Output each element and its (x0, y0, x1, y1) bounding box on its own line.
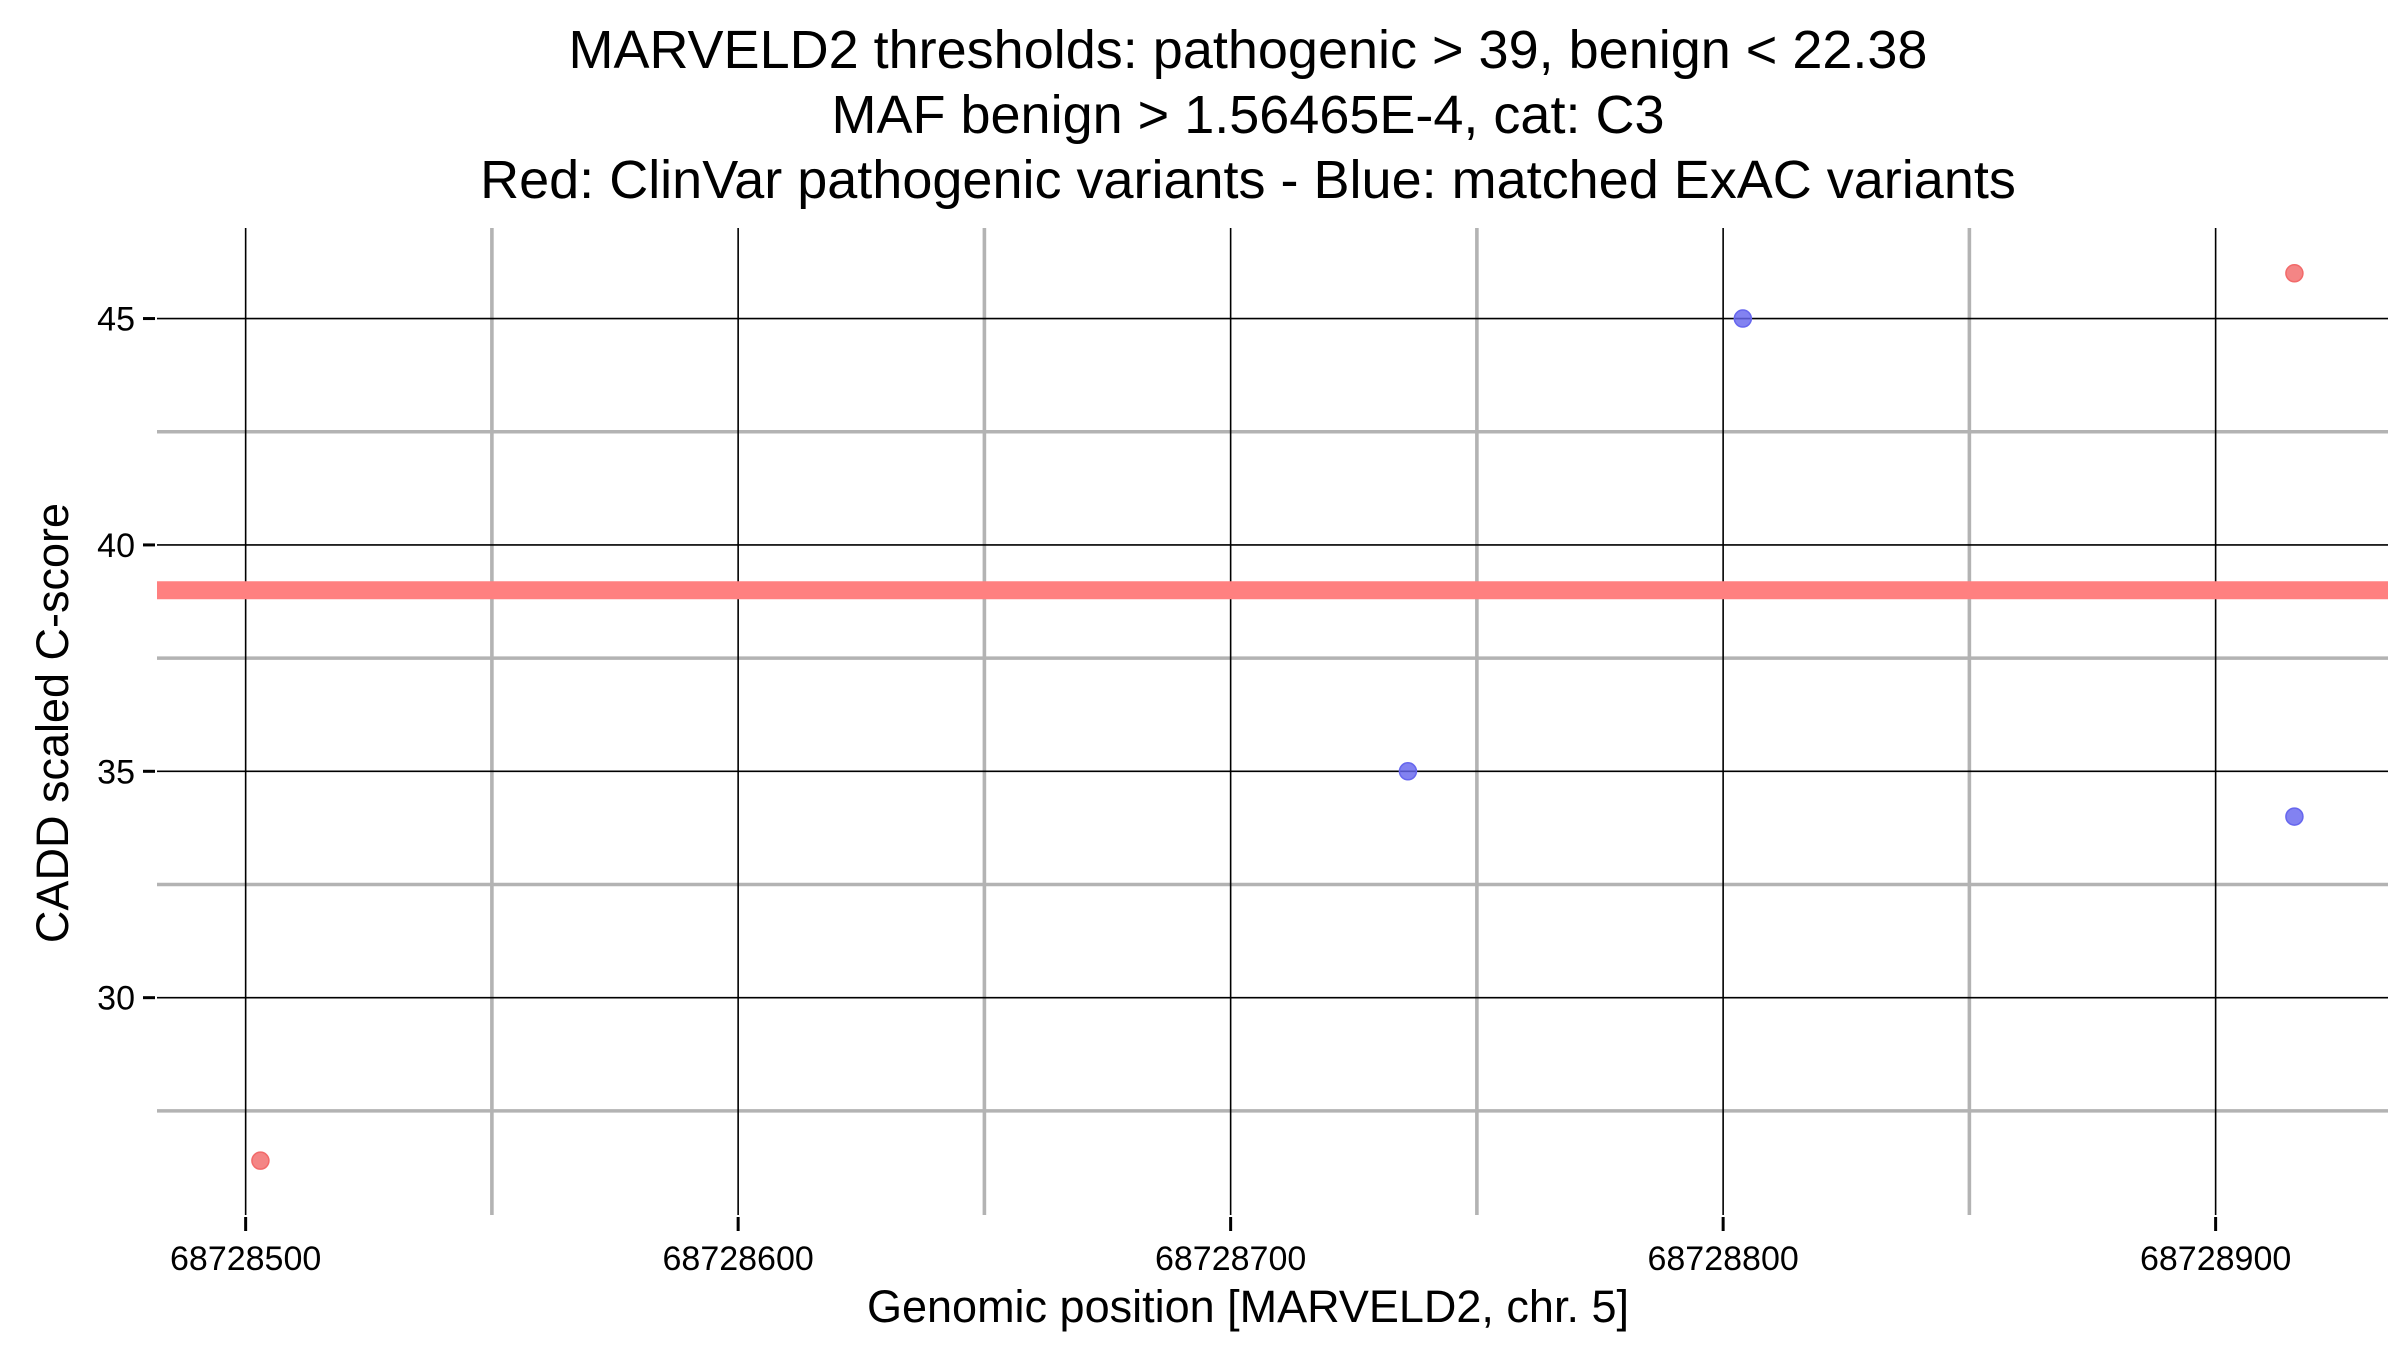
major-gridlines (157, 228, 2388, 1215)
x-tick-label-0: 68728500 (170, 1240, 321, 1278)
data-point-s1-1 (1733, 309, 1753, 328)
chart-title-line-2: MAF benign > 1.56465E-4, cat: C3 (832, 85, 1665, 145)
minor-gridlines (157, 228, 2388, 1215)
chart-title: MARVELD2 thresholds: pathogenic > 39, be… (480, 20, 2016, 210)
y-tick-label-3: 45 (97, 301, 135, 339)
y-tick-label-0: 30 (97, 980, 135, 1018)
y-tick-label-1: 35 (97, 753, 135, 791)
x-axis: 68728500 68728600 68728700 68728800 68728900 (170, 1217, 2291, 1278)
data-points (251, 264, 2304, 1170)
chart-title-line-3: Red: ClinVar pathogenic variants - Blue:… (480, 150, 2016, 210)
y-tick-label-2: 40 (97, 527, 135, 565)
data-point-s0-0 (251, 1151, 270, 1170)
y-axis-label: CADD scaled C-score (27, 503, 78, 943)
chart-title-line-1: MARVELD2 thresholds: pathogenic > 39, be… (569, 20, 1928, 80)
y-axis: 30 35 40 45 (97, 301, 155, 1018)
data-point-s1-2 (2285, 807, 2304, 826)
x-tick-label-1: 68728600 (663, 1240, 814, 1278)
x-axis-label: Genomic position [MARVELD2, chr. 5] (867, 1281, 1629, 1332)
data-point-s1-0 (1398, 762, 1418, 781)
data-point-s0-1 (2285, 264, 2304, 283)
x-tick-label-3: 68728800 (1647, 1240, 1798, 1278)
x-tick-label-4: 68728900 (2140, 1240, 2291, 1278)
x-tick-label-2: 68728700 (1155, 1240, 1306, 1278)
